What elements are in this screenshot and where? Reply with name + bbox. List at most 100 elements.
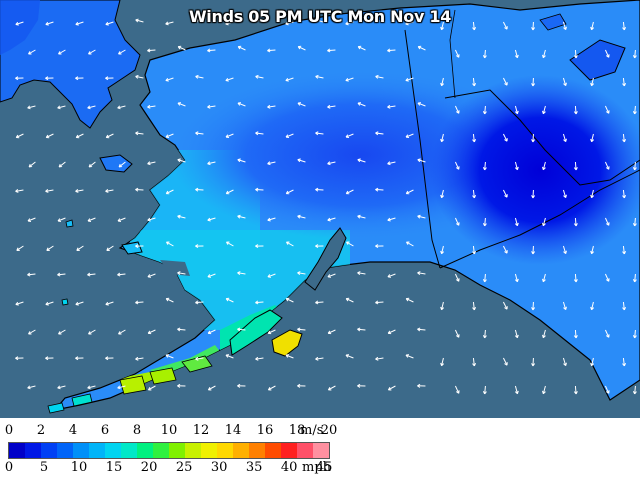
colorbar-swatch xyxy=(185,443,201,458)
wind-arrow xyxy=(634,217,636,227)
wind-arrow xyxy=(622,245,625,255)
wind-arrow-head xyxy=(532,27,536,31)
ms-tick-label: 8 xyxy=(132,423,142,438)
wind-arrow xyxy=(346,241,354,247)
wind-arrow-head xyxy=(237,215,241,219)
wind-arrow-head xyxy=(177,102,181,106)
wind-arrow-head xyxy=(405,354,409,358)
canada-border xyxy=(404,29,441,269)
wind-arrow xyxy=(57,273,66,276)
wind-arrow xyxy=(28,49,36,55)
wind-arrow-head xyxy=(147,50,151,53)
wind-arrow-head xyxy=(237,46,241,50)
wind-arrow xyxy=(562,133,567,142)
wind-arrow-head xyxy=(346,241,349,245)
wind-arrow-head xyxy=(516,54,519,58)
wind-arrow xyxy=(417,272,426,275)
wind-arrow xyxy=(327,217,336,221)
colorbar-swatch xyxy=(89,443,105,458)
wind-arrow-head xyxy=(417,272,421,276)
wind-arrow xyxy=(225,354,234,359)
wind-arrow xyxy=(255,301,264,304)
wind-arrow-head xyxy=(591,27,595,31)
wind-arrow xyxy=(622,21,625,31)
wind-arrow xyxy=(237,215,246,219)
wind-arrow-head xyxy=(542,279,546,283)
wind-arrow-head xyxy=(45,190,49,193)
wind-arrow xyxy=(297,272,306,275)
wind-arrow xyxy=(472,301,475,311)
wind-arrow xyxy=(226,241,234,247)
wind-arrow-head xyxy=(634,223,637,227)
wind-arrow-head xyxy=(147,276,151,278)
wind-arrow-head xyxy=(195,132,199,136)
wind-arrow xyxy=(165,21,174,25)
wind-arrow xyxy=(285,21,294,25)
wind-arrow xyxy=(357,328,366,331)
wind-arrow xyxy=(177,46,186,51)
wind-arrow-head xyxy=(297,272,301,276)
wind-arrow xyxy=(87,217,96,222)
wind-arrow xyxy=(405,133,414,138)
mph-tick-label: 40 xyxy=(280,460,298,475)
wind-arrow-head xyxy=(532,363,536,367)
wind-arrow xyxy=(542,49,546,58)
wind-arrow-head xyxy=(473,251,477,255)
wind-arrow-head xyxy=(634,55,637,59)
wind-arrow xyxy=(441,189,444,198)
wind-arrow xyxy=(375,19,384,23)
wind-arrow-head xyxy=(375,189,379,192)
wind-arrow xyxy=(388,385,396,391)
russia-landmass xyxy=(0,0,141,129)
ms-tick-label: 12 xyxy=(192,423,210,438)
wind-arrow-head xyxy=(417,102,421,106)
wind-arrow xyxy=(105,21,114,25)
wind-arrow-head xyxy=(387,106,391,109)
wind-arrow xyxy=(591,189,594,198)
wind-arrow-head xyxy=(565,82,567,86)
wind-arrow-head xyxy=(516,278,519,282)
wind-arrow xyxy=(195,132,204,135)
ms-tick-label: 0 xyxy=(4,423,14,438)
wind-arrow xyxy=(207,161,216,165)
wind-arrow xyxy=(345,133,354,138)
wind-arrow-head xyxy=(441,363,445,367)
colorbar-swatch xyxy=(297,443,313,458)
wind-arrow xyxy=(76,133,84,138)
wind-arrow xyxy=(15,301,24,305)
wind-arrow-head xyxy=(484,391,487,395)
wind-arrow-head xyxy=(565,138,567,142)
wind-arrow-head xyxy=(542,55,546,59)
wind-arrow-head xyxy=(195,19,199,23)
wind-arrow xyxy=(604,49,610,58)
wind-arrow xyxy=(297,102,306,107)
wind-arrow-head xyxy=(532,195,536,199)
wind-arrow xyxy=(286,189,294,195)
wind-arrow-head xyxy=(87,274,91,277)
wind-arrow-head xyxy=(315,358,319,361)
wind-arrow-head xyxy=(345,298,349,302)
wind-arrow xyxy=(267,217,276,221)
wind-arrow-head xyxy=(255,132,259,136)
wind-arrow xyxy=(622,189,625,199)
wind-arrow-head xyxy=(634,111,637,115)
wind-arrow-head xyxy=(15,190,19,193)
wind-arrow xyxy=(472,77,475,87)
wind-arrow-head xyxy=(516,390,519,394)
wind-arrow xyxy=(514,385,518,394)
wind-arrow xyxy=(502,301,508,310)
wind-arrow-head xyxy=(565,306,567,310)
wind-arrow-head xyxy=(237,328,241,332)
wind-arrow xyxy=(135,19,144,23)
wind-arrow xyxy=(604,217,610,226)
wind-arrow-head xyxy=(297,159,301,163)
wind-arrow xyxy=(405,354,414,359)
wind-arrow xyxy=(177,102,186,107)
wind-arrow xyxy=(147,49,156,52)
wind-arrow xyxy=(268,385,276,391)
wind-arrow xyxy=(574,161,577,171)
wind-arrow xyxy=(454,273,460,282)
wind-arrow-head xyxy=(575,167,578,171)
wind-arrow-head xyxy=(532,139,536,143)
wind-arrow-head xyxy=(565,26,567,30)
